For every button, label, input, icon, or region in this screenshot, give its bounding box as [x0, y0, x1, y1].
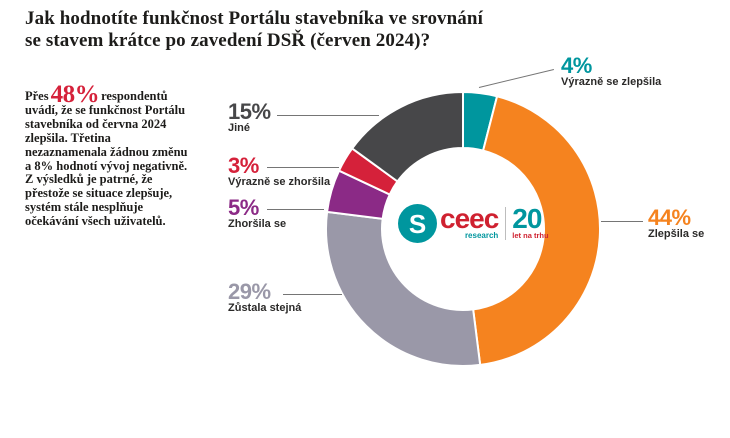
ceec-logo-glyph: S: [408, 208, 427, 239]
connector-line-vyrazne-se-zhorsila: [267, 167, 339, 168]
ceec-logo-subtitle: research: [464, 231, 499, 240]
page-title-line2: se stavem krátce po zavedení DSŘ (červen…: [25, 30, 431, 51]
donut-segment-jin-: [350, 90, 464, 183]
donut-segment-zlep-ila-se: [472, 95, 601, 367]
callout-zlepsila-se-label: Zlepšila se: [648, 228, 705, 240]
callout-zustala-stejna-label: Zůstala stejná: [228, 302, 302, 314]
ceec-logo-anniversary: 20 let na trhu: [512, 203, 549, 241]
callout-zustala-stejna: 29% Zůstala stejná: [228, 279, 302, 315]
page-title-line1: Jak hodnotíte funkčnost Portálu stavební…: [25, 8, 483, 29]
callout-vyrazne-se-zhorsila-percent: 3%: [228, 153, 259, 178]
callout-zlepsila-se: 44% Zlepšila se: [648, 205, 705, 241]
ceec-logo-wordmark: ceec research: [440, 203, 499, 241]
donut-segment-z-stala-stejn-: [325, 210, 482, 367]
callout-zlepsila-se-percent: 44%: [648, 205, 691, 230]
connector-line-jine: [277, 115, 379, 116]
ceec-logo-years: 20: [512, 203, 542, 234]
callout-zhorsila-se: 5% Zhoršila se: [228, 195, 287, 231]
summary-body: respondentů uvádí, že se funkčnost Portá…: [25, 89, 188, 229]
connector-line-zhorsila-se: [267, 209, 324, 210]
callout-jine: 15% Jiné: [228, 99, 271, 135]
summary-highlight: 48%: [50, 81, 100, 108]
callout-vyrazne-se-zhorsila: 3% Výrazně se zhoršila: [228, 153, 331, 189]
connector-line-vyrazne-se-zlepsila: [478, 69, 554, 88]
callout-vyrazne-se-zhorsila-label: Výrazně se zhoršila: [228, 176, 331, 188]
callout-zhorsila-se-percent: 5%: [228, 195, 259, 220]
summary-text: Přes48% respondentů uvádí, že se funkčnos…: [25, 82, 195, 229]
ceec-logo-years-subtitle: let na trhu: [512, 231, 549, 240]
donut-chart: [325, 90, 601, 367]
callout-zustala-stejna-percent: 29%: [228, 279, 271, 304]
callout-vyrazne-se-zlepsila-percent: 4%: [561, 53, 592, 78]
ceec-logo: S ceec research 20 let na trhu: [398, 204, 549, 243]
connector-line-zustala-stejna: [283, 294, 342, 295]
summary-prefix: Přes: [25, 89, 49, 103]
ceec-logo-name: ceec: [440, 203, 499, 234]
logo-divider: [505, 207, 507, 240]
ceec-logo-icon: S: [398, 204, 437, 243]
callout-zhorsila-se-label: Zhoršila se: [228, 218, 287, 230]
callout-jine-label: Jiné: [228, 122, 251, 134]
page-title: Jak hodnotíte funkčnost Portálu stavební…: [25, 8, 483, 52]
callout-vyrazne-se-zlepsila: 4% Výrazně se zlepšila: [561, 53, 662, 89]
connector-line-zlepsila-se: [601, 221, 643, 222]
callout-vyrazne-se-zlepsila-label: Výrazně se zlepšila: [561, 76, 662, 88]
callout-jine-percent: 15%: [228, 99, 271, 124]
